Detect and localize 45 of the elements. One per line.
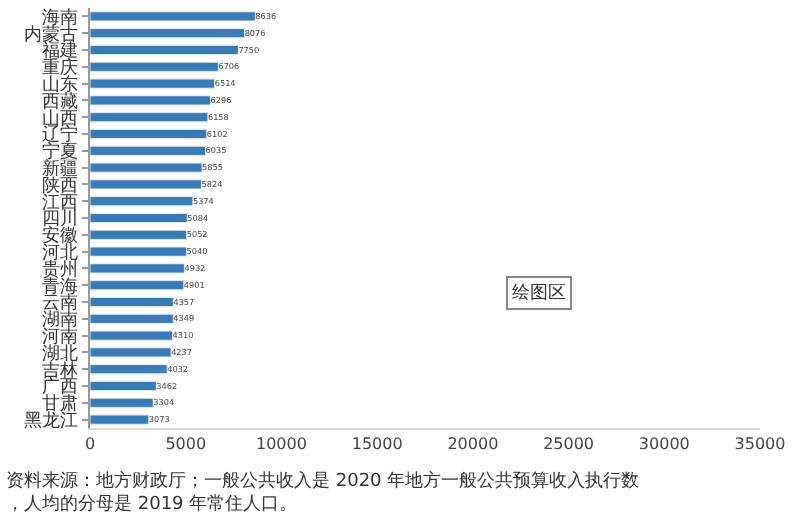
bar [90, 179, 202, 190]
y-tick-label: 青海 [42, 275, 79, 298]
x-tick-label: 25000 [543, 435, 595, 454]
y-tick-label: 吉林 [42, 359, 79, 382]
bar [90, 44, 239, 56]
annotation: 绘图区 [512, 282, 566, 304]
bar [90, 229, 188, 240]
bar [90, 313, 174, 324]
y-tick-label: 海南 [42, 6, 79, 29]
y-tick-label: 新疆 [42, 157, 79, 180]
x-tick-label: 15000 [351, 435, 403, 454]
x-tick-label: 10000 [255, 435, 307, 454]
y-tick-label: 内蒙古 [24, 23, 79, 46]
bar [90, 145, 207, 156]
x-tick-label: 20000 [447, 435, 499, 454]
bar [90, 263, 185, 274]
bar [90, 212, 188, 224]
bar [90, 414, 150, 425]
bar [90, 112, 209, 123]
text: 资料来源：地方财政厅；一般公共收入是 2020 年地方一般公共预算收入执行数，人均的分母是 2019 年常住人口。 [6, 470, 640, 516]
y-tick-label: 陕西 [42, 174, 79, 197]
y-tick-label: 贵州 [42, 258, 79, 281]
bar [90, 397, 154, 408]
bar [90, 347, 172, 358]
bar [90, 280, 185, 291]
bar [90, 162, 203, 173]
bar [90, 95, 212, 106]
bar [90, 78, 216, 89]
x-tick-label: 0 [84, 435, 96, 454]
bar [90, 61, 219, 72]
bar [90, 330, 173, 341]
y-tick-label: 黑龙江 [24, 409, 79, 432]
bar [90, 296, 174, 308]
y-tick-label: 西藏 [42, 90, 79, 113]
bar [90, 364, 168, 375]
bar [90, 128, 208, 140]
bar [90, 28, 246, 39]
x-tick-label: 30000 [638, 435, 690, 454]
bar [90, 246, 187, 257]
x-tick-label: 5000 [165, 435, 207, 454]
bar [90, 380, 157, 392]
bar [90, 11, 256, 22]
x-tick-label: 35000 [734, 435, 786, 454]
y-tick-label: 河南 [42, 325, 79, 348]
bar [90, 196, 194, 207]
